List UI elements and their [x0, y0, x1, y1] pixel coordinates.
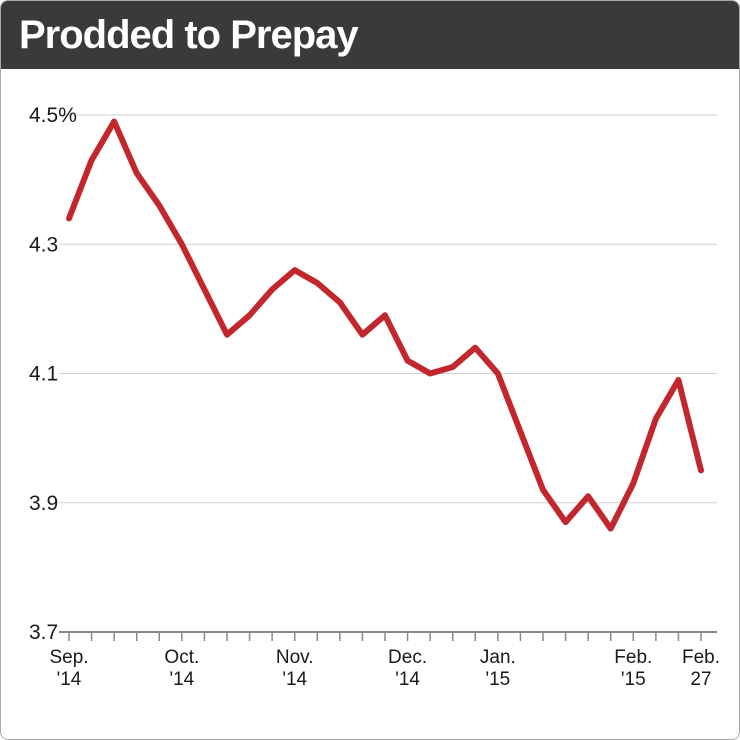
chart-plot-area: 4.5% 4.3 4.1 3.9 3.7 Sep. '14 Oct. '14 Nov. '14 Dec… — [1, 69, 739, 739]
x-tick-label: 27 — [690, 669, 711, 690]
x-tick-label: '15 — [485, 669, 510, 690]
x-tick-label: Nov. — [276, 647, 314, 668]
y-tick-label: 4.5% — [29, 104, 77, 127]
x-tick-label: Dec. — [388, 647, 427, 668]
x-tick-label: '14 — [169, 669, 194, 690]
x-tick-label: Feb. — [682, 647, 720, 668]
chart-title: Prodded to Prepay — [19, 13, 359, 57]
x-tick-label: Sep. — [49, 647, 88, 668]
rate-line-chart: 4.5%4.34.13.93.7Sep.'14Oct.'14Nov.'14Dec… — [29, 104, 720, 690]
x-tick-label: '14 — [395, 669, 420, 690]
x-tick-label: Oct. — [164, 647, 199, 668]
y-tick-label: 4.1 — [29, 363, 58, 386]
y-tick-label: 3.7 — [29, 621, 58, 644]
y-tick-label: 4.3 — [29, 233, 58, 256]
chart-header: Prodded to Prepay — [1, 1, 739, 69]
rate-line — [66, 118, 704, 532]
y-tick-label: 3.9 — [29, 492, 58, 515]
x-tick-label: '15 — [621, 669, 646, 690]
x-tick-label: Feb. — [614, 647, 652, 668]
x-tick-label: Jan. — [480, 647, 516, 668]
x-tick-label: '14 — [57, 669, 82, 690]
x-tick-label: '14 — [282, 669, 307, 690]
